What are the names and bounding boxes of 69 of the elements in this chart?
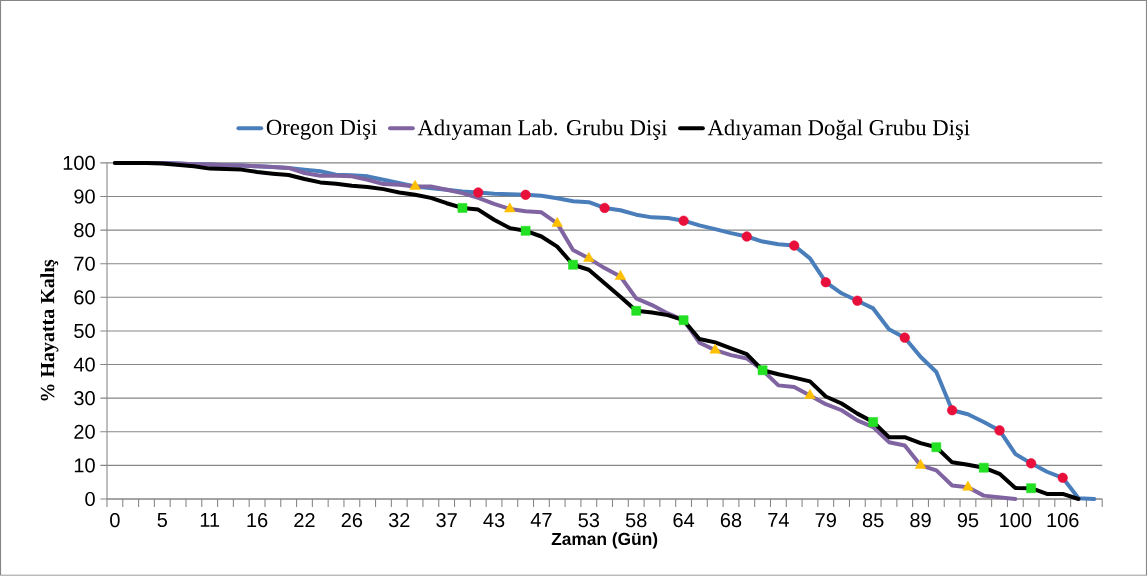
x-tick-label: 53 xyxy=(578,513,600,528)
point xyxy=(520,226,531,236)
point xyxy=(947,405,958,416)
y-tick-label: 100 xyxy=(63,155,95,171)
point xyxy=(520,189,531,200)
x-tick-label: 32 xyxy=(388,513,410,528)
y-tick-label: 40 xyxy=(73,357,95,372)
x-tick-label: 106 xyxy=(1047,513,1079,528)
x-tick-label: 22 xyxy=(294,513,315,528)
point xyxy=(457,203,468,213)
y-tick-label: 60 xyxy=(74,290,95,305)
point xyxy=(820,277,831,288)
x-tick-label: 47 xyxy=(530,513,552,527)
point xyxy=(599,202,610,214)
x-tick-label: 85 xyxy=(862,513,884,528)
point xyxy=(852,295,863,306)
point xyxy=(868,417,878,427)
x-tick-label: 68 xyxy=(720,513,742,528)
x-tick-label: 37 xyxy=(436,513,457,528)
point xyxy=(614,270,626,280)
point xyxy=(804,389,816,399)
x-tick-label: 89 xyxy=(910,513,931,528)
x-tick-label: 0 xyxy=(110,513,120,528)
x-tick-label: 58 xyxy=(625,513,647,528)
y-tick-label: 90 xyxy=(74,189,95,204)
x-tick-label: 43 xyxy=(483,513,505,528)
point xyxy=(1026,458,1037,469)
y-tick-label: 50 xyxy=(74,323,95,339)
point xyxy=(931,442,942,453)
point xyxy=(978,462,989,473)
x-tick-label: 16 xyxy=(247,513,268,528)
point xyxy=(709,343,721,354)
point xyxy=(899,332,910,343)
point xyxy=(994,425,1005,436)
point xyxy=(678,215,689,226)
y-tick-label: 10 xyxy=(74,458,95,473)
x-tick-label: 74 xyxy=(768,513,789,527)
point xyxy=(1026,483,1036,494)
point xyxy=(789,240,800,251)
x-tick-label: 11 xyxy=(200,513,220,527)
x-tick-label: 79 xyxy=(815,513,836,528)
x-tick-label: 26 xyxy=(341,513,363,528)
point xyxy=(962,480,974,491)
point xyxy=(409,180,421,190)
y-tick-label: 70 xyxy=(74,256,95,271)
point xyxy=(583,252,595,262)
x-axis-title: Zaman (Gün) xyxy=(551,532,658,549)
y-tick-label: 80 xyxy=(74,223,95,238)
y-axis-title: % Hayatta Kalış xyxy=(40,259,59,401)
legend-label: Adıyaman Lab. Grubu Dişi xyxy=(417,119,667,141)
point xyxy=(568,259,578,270)
legend-label: Adıyaman Doğal Grubu Dişi xyxy=(707,119,970,141)
point xyxy=(757,365,768,376)
legend-label: Oregon Dişi xyxy=(266,119,377,140)
point xyxy=(741,231,752,242)
x-tick-label: 100 xyxy=(1000,513,1032,528)
point xyxy=(504,202,516,213)
point xyxy=(551,217,563,227)
point xyxy=(473,187,484,198)
point xyxy=(1057,472,1068,483)
x-tick-label: 95 xyxy=(957,513,979,528)
y-tick-label: 30 xyxy=(74,391,95,406)
y-tick-label: 20 xyxy=(74,424,95,439)
x-tick-label: 64 xyxy=(673,513,695,528)
x-tick-label: 5 xyxy=(157,513,168,528)
point xyxy=(631,306,642,316)
point xyxy=(914,459,927,469)
point xyxy=(678,315,689,326)
y-tick-label: 0 xyxy=(85,491,95,507)
